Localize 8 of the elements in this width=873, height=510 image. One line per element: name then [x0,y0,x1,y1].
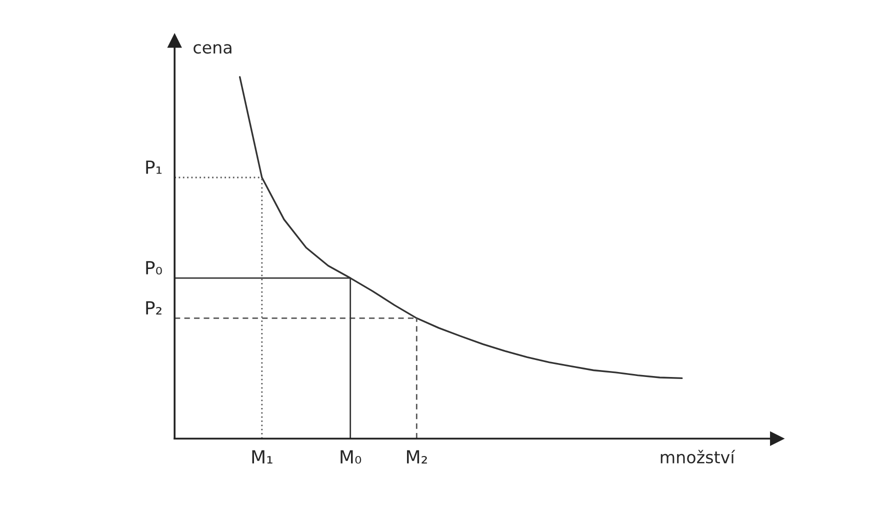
x-tick-label: M₂ [407,450,427,464]
x-axis-title: množství [660,450,736,464]
y-axis-title: cena [194,44,232,54]
ref-line-label: P₀ [146,261,162,274]
ref-line-label: P₂ [146,301,162,314]
x-tick-label: M₀ [340,450,362,464]
ref-line-label: P₁ [146,160,162,174]
x-tick-label: M₁ [252,450,272,464]
